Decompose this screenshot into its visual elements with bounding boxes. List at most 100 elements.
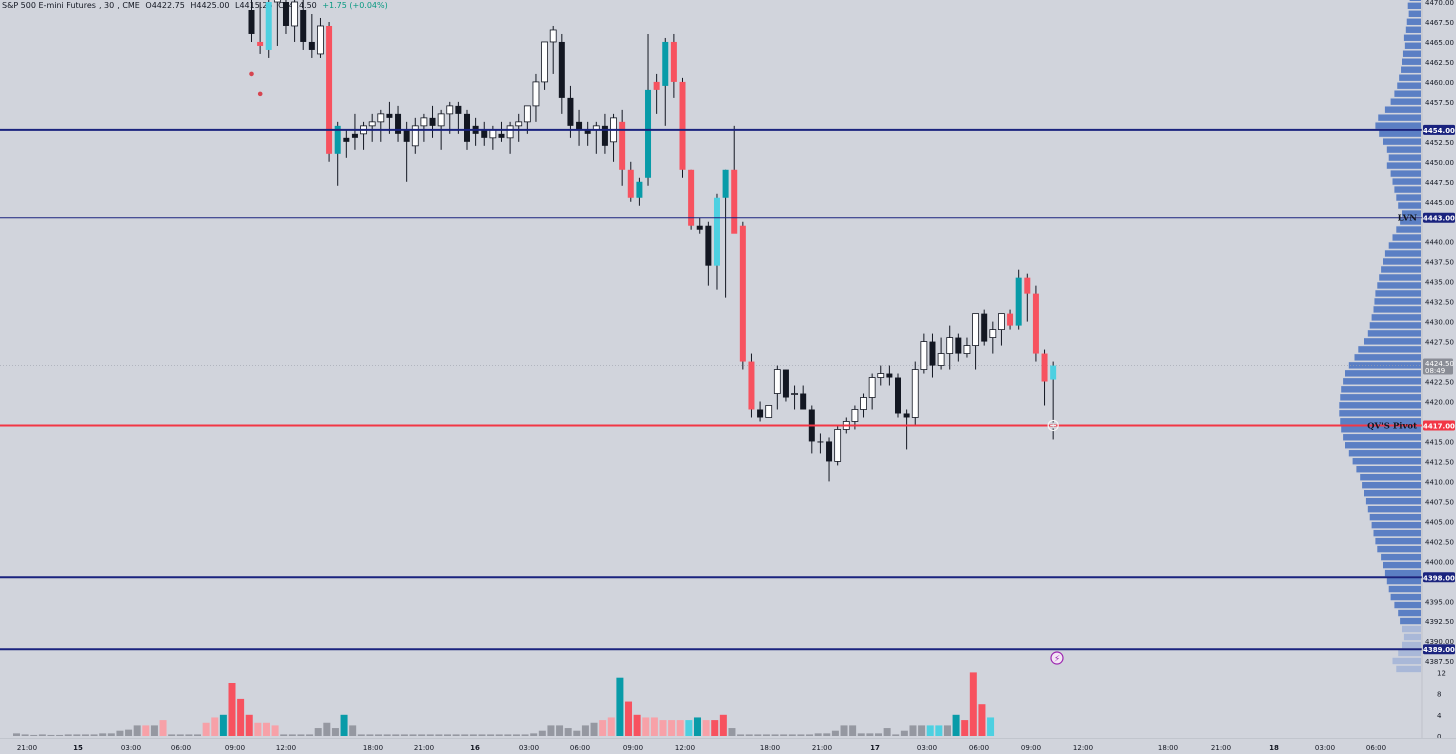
profile-bin [1379,130,1421,137]
candle-body [679,81,686,170]
candle-body [464,113,470,142]
volume-bar [444,734,451,736]
volume-bar [685,720,693,736]
volume-bar [194,734,202,736]
profile-bin [1343,378,1421,385]
volume-bar [228,683,236,736]
price-tick-label: 4390.00 [1425,638,1454,646]
volume-bar [469,734,477,736]
volume-bar [719,714,727,736]
volume-bar [840,725,848,736]
candle-body [334,125,341,154]
candle-body [662,41,669,86]
candle-body [860,397,867,410]
profile-bin [1367,330,1421,337]
volume-bar [314,728,322,736]
level-price-tag [1423,572,1455,583]
time-tick-label: 09:00 [225,744,245,752]
price-tick-label: 4427.50 [1425,339,1454,347]
profile-bin [1398,649,1421,657]
volume-tick-label: 12 [1437,669,1446,677]
candle-body [481,129,488,138]
volume-bar [875,733,882,736]
candle-body [895,377,901,414]
volume-bar [538,730,546,736]
volume-bar [461,734,469,736]
profile-bin [1373,306,1421,313]
candle-body [446,105,454,115]
level-price-text: 4443.00 [1423,215,1455,223]
time-tick-label: 15 [73,744,83,752]
volume-bar [38,734,46,736]
volume-bar [831,730,839,736]
profile-bin [1340,394,1421,401]
volume-bar [21,734,29,736]
price-tick-label: 4462.50 [1425,59,1454,67]
candle-body [489,129,497,139]
volume-bar [693,717,701,736]
volume-bar [30,734,38,736]
volume-bar [556,725,564,736]
profile-bin [1365,497,1421,505]
volume-bar [73,734,81,736]
volume-bar [211,717,219,736]
ohlc-low: L4415.25 [235,1,273,10]
candle-body [645,89,652,178]
volume-bar [806,734,814,736]
price-tick-label: 4407.50 [1425,498,1454,506]
candle-body [946,337,954,354]
legend-sep: , [117,1,120,10]
profile-bin [1384,250,1421,257]
candle-body [300,9,307,42]
profile-bin [1367,505,1421,513]
time-tick-label: 09:00 [623,744,643,752]
volume-bar [99,733,107,736]
profile-bin [1407,2,1421,9]
volume-bar [823,733,831,736]
volume-bar [478,734,486,736]
time-axis-bg [0,738,1456,754]
time-tick-label: 03:00 [121,744,141,752]
price-tick-label: 4410.00 [1425,478,1454,486]
profile-bin [1384,569,1421,577]
candle-body [1024,277,1031,294]
profile-bin [1356,466,1421,473]
price-tick-label: 4435.00 [1425,279,1454,287]
profile-bin [1397,82,1421,89]
horizontal-levels[interactable]: 4454.00 4443.00 LVN 4417.00 QV'S Pivot 4398.0… [0,124,1455,655]
price-axis[interactable]: 4470.00 4467.50 4465.00 4462.50 4460.00 4457.… [1421,0,1454,738]
volume-bar [961,720,969,736]
candle-body [748,361,755,410]
profile-bin [1362,482,1421,489]
volume-bar [418,734,426,736]
volume-bar [668,720,676,736]
profile-bin [1392,657,1421,665]
volume-bar [616,677,624,736]
profile-bin [1381,266,1421,273]
volume-bar [125,729,133,736]
profile-bin [1339,410,1421,417]
candle-body [937,353,945,366]
volume-bar [323,722,331,736]
candle-body [532,81,540,107]
profile-bin [1402,625,1421,633]
level-price-tag [1423,644,1455,655]
profile-bin [1371,521,1421,529]
candle-body [248,9,255,34]
volume-bar [711,720,719,736]
level-label: LVN [1398,214,1418,224]
volume-bar [788,734,796,736]
time-tick-label: 06:00 [1366,744,1386,752]
time-axis[interactable]: 21:00 15 03:00 06:00 09:00 12:00 18:00 21:00 16 0… [0,738,1456,754]
volume-bar [883,728,891,736]
volume-bar [400,734,408,736]
time-tick-label: 03:00 [1315,744,1335,752]
volume-bar [262,722,270,736]
signal-dot [257,91,263,97]
profile-bin [1402,210,1421,217]
candle-body [1007,313,1014,326]
profile-bin [1404,42,1421,49]
volume-bar [349,725,357,736]
candle-body [981,313,988,342]
